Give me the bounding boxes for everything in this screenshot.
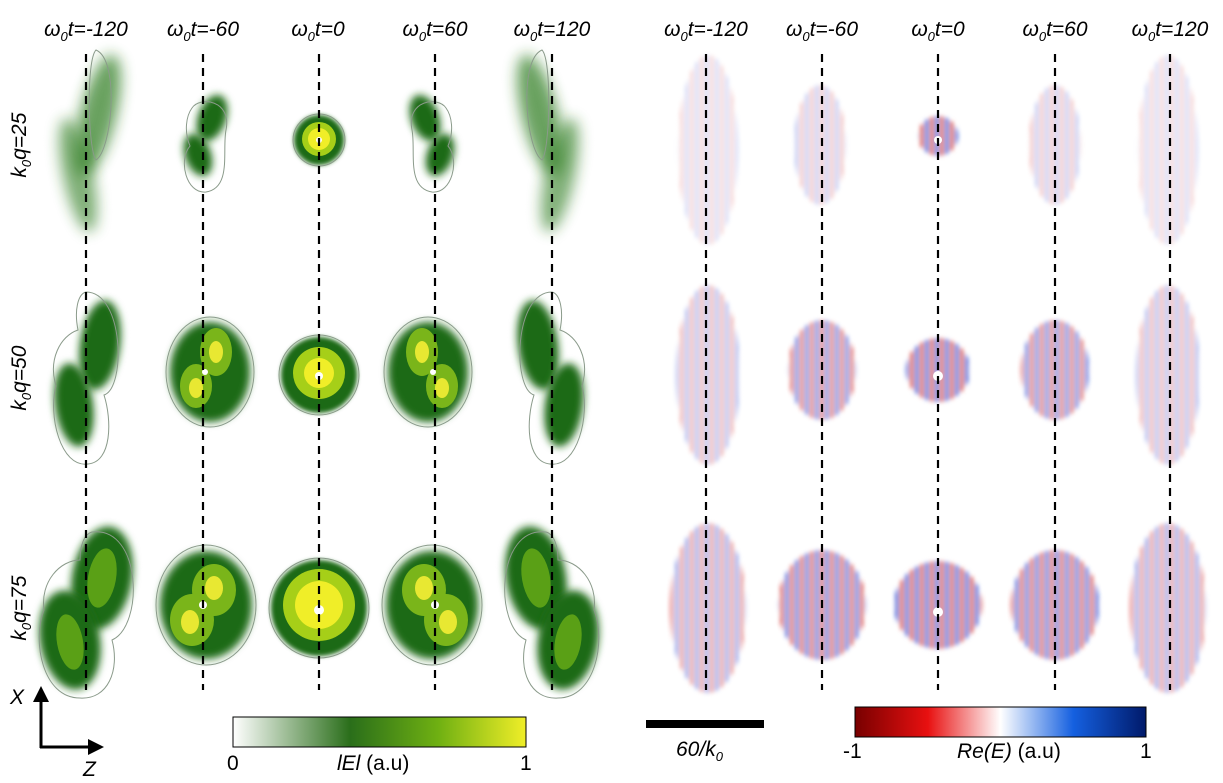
col-title-field-5: ω0t=120 [1131, 18, 1209, 45]
intensity-map-r2-c3 [278, 334, 360, 416]
intensity-map-r1-c2 [183, 94, 228, 193]
intensity-map-r1-c1 [59, 49, 122, 232]
field-map-r2-c5 [1136, 285, 1200, 465]
colorbar-field-label: Re(E) (a.u) [957, 740, 1061, 763]
field-map-r2-c4 [1021, 320, 1089, 420]
axes-indicator [33, 686, 104, 755]
axis-label-x: X [10, 686, 25, 709]
col-title-intensity-2: ω0t=-60 [166, 18, 240, 45]
field-map-r1-c5 [1138, 55, 1198, 245]
arrow-right-icon [88, 739, 104, 755]
colorbar-intensity-label: lEl (a.u) [337, 752, 410, 775]
scale-bar-label: 60/k0 [676, 738, 723, 765]
intensity-map-r2-c2 [165, 316, 255, 428]
colorbar-intensity-min: 0 [227, 752, 239, 775]
col-title-field-4: ω0t=60 [1022, 18, 1088, 45]
colorbar-intensity [232, 716, 527, 748]
axis-label-z: Z [83, 758, 96, 781]
field-map-r3-c1 [670, 523, 746, 693]
intensity-map-r1-c4 [409, 94, 455, 193]
col-title-intensity-4: ω0t=60 [402, 18, 468, 45]
intensity-map-r2-c1 [52, 291, 121, 465]
field-map-r1-c2 [794, 85, 846, 205]
intensity-map-r3-c4 [381, 544, 483, 666]
field-map-r2-c1 [676, 285, 740, 465]
field-map-r3-c5 [1130, 523, 1206, 693]
field-map-r1-c1 [678, 55, 738, 245]
colorbar-field-max: 1 [1140, 740, 1152, 763]
scale-bar [646, 720, 764, 728]
col-title-intensity-3: ω0t=0 [291, 18, 345, 45]
field-map-r1-c3 [918, 116, 958, 156]
arrow-up-icon [33, 686, 49, 702]
col-title-intensity-5: ω0t=120 [513, 18, 591, 45]
col-title-field-3: ω0t=0 [911, 18, 965, 45]
col-title-intensity-1: ω0t=-120 [44, 18, 128, 45]
intensity-map-r3-c2 [155, 544, 257, 666]
col-title-field-2: ω0t=-60 [785, 18, 859, 45]
colorbar-field-min: -1 [843, 740, 862, 763]
intensity-map-r3-c1 [38, 526, 134, 699]
colorbar-field [854, 706, 1147, 738]
intensity-map-r1-c5 [516, 49, 579, 232]
col-title-field-1: ω0t=-120 [664, 18, 748, 45]
intensity-map-r2-c4 [383, 316, 473, 428]
intensity-map-r2-c5 [517, 291, 586, 465]
field-map-r2-c2 [788, 320, 856, 420]
colorbar-intensity-max: 1 [520, 752, 532, 775]
